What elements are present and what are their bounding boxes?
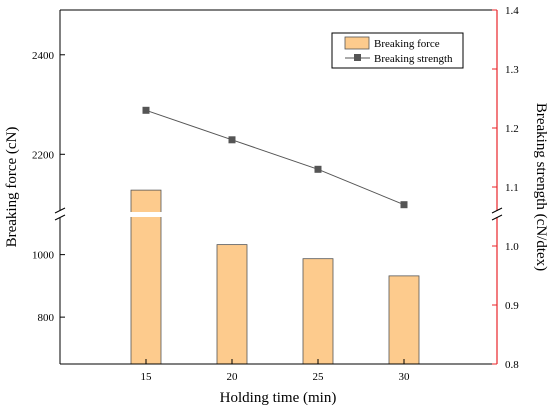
axis-break-mark	[491, 207, 503, 214]
bar-30	[388, 275, 420, 365]
strength-point-25	[314, 165, 322, 173]
bar-break-gap	[130, 212, 162, 217]
x-axis-title: Holding time (min)	[220, 390, 337, 406]
right-tick-label: 0.9	[505, 300, 519, 312]
strength-point-20	[228, 136, 236, 144]
left-axis-title: Breaking force (cN)	[4, 127, 20, 248]
axis-break-mark	[54, 214, 66, 221]
strength-point-30	[400, 201, 408, 209]
right-tick-label: 1.1	[505, 182, 519, 194]
axis-break-mark	[54, 207, 66, 214]
left-tick-label: 2200	[32, 149, 55, 161]
x-tick-label: 20	[227, 371, 239, 383]
legend-bar-swatch	[344, 36, 370, 50]
right-tick-label: 1.4	[505, 5, 519, 17]
right-axis-title: Breaking strength (cN/dtex)	[533, 103, 549, 271]
right-tick-label: 1.0	[505, 241, 519, 253]
left-tick-label: 800	[38, 312, 55, 324]
legend: Breaking force Breaking strength	[331, 32, 464, 69]
right-tick-label: 1.2	[505, 123, 519, 135]
x-tick-label: 25	[313, 371, 325, 383]
x-tick-label: 30	[399, 371, 411, 383]
right-tick-label: 0.8	[505, 359, 519, 371]
bar-20	[216, 244, 248, 365]
strength-point-15	[142, 106, 150, 114]
x-tick-label: 15	[141, 371, 153, 383]
strength-line	[145, 109, 405, 206]
bar-25	[302, 258, 334, 365]
axis-break-mark	[491, 214, 503, 221]
left-tick-label: 1000	[32, 250, 55, 262]
legend-line-label: Breaking strength	[374, 53, 453, 65]
right-tick-label: 1.3	[505, 64, 519, 76]
legend-line-marker	[354, 54, 361, 61]
left-tick-label: 2400	[32, 50, 55, 62]
legend-bar-label: Breaking force	[374, 38, 440, 50]
bar-15	[130, 189, 162, 365]
